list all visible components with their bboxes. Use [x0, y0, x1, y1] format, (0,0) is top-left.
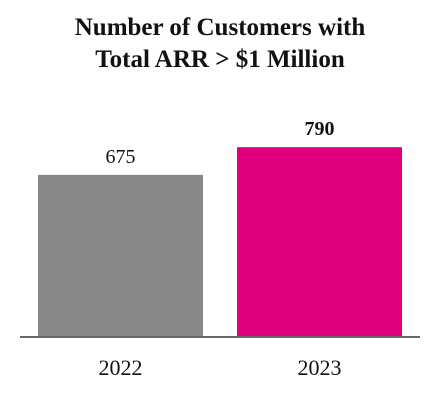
chart-title: Number of Customers with Total ARR > $1 … [0, 12, 440, 76]
x-tick-label-2023: 2023 [298, 355, 342, 380]
bar-2022 [38, 174, 203, 337]
x-tick-labels-group: 2022 2023 [99, 355, 342, 380]
data-label-2023: 790 [305, 118, 335, 140]
data-label-2022: 675 [106, 146, 136, 168]
chart-title-line-1: Number of Customers with [74, 14, 366, 41]
chart-title-line-2: Total ARR > $1 Million [95, 46, 345, 73]
bars-group [38, 147, 402, 337]
data-labels-group: 675 790 [106, 118, 335, 168]
bar-2023 [237, 147, 402, 337]
x-tick-label-2022: 2022 [99, 355, 143, 380]
